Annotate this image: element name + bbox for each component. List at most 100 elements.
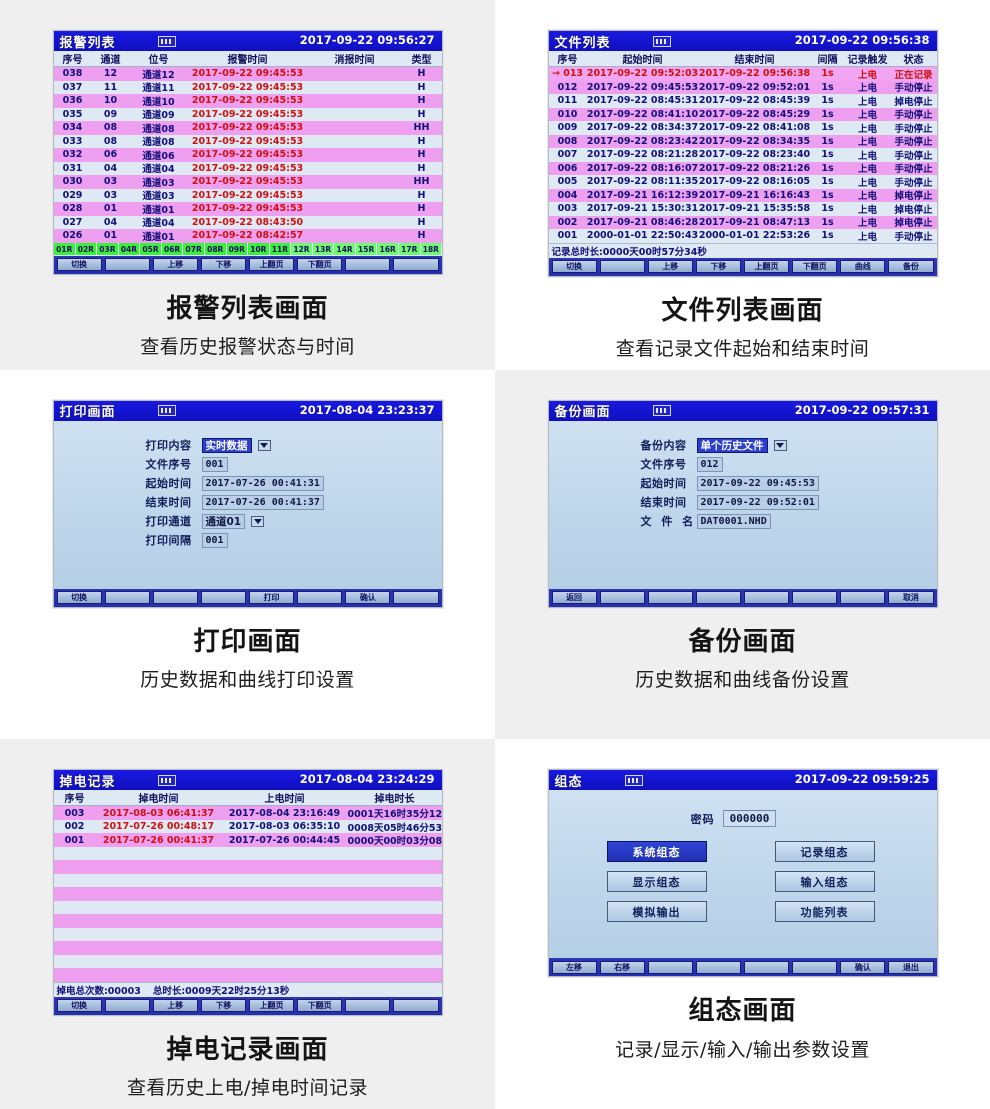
softkey-empty[interactable]	[393, 999, 439, 1013]
channel-chip[interactable]: 05R	[140, 243, 161, 255]
table-row[interactable]: 034 08 通道08 2017-09-22 09:45:53 HH	[53, 121, 442, 135]
softkey-empty[interactable]	[104, 999, 150, 1013]
field-value[interactable]: 2017-09-22 09:45:53	[696, 475, 819, 491]
softkey-上移[interactable]: 上移	[152, 258, 198, 271]
table-row[interactable]: 011 2017-09-22 08:45:31 2017-09-22 08:45:3…	[548, 94, 937, 108]
field-value[interactable]: 通道01	[201, 513, 246, 529]
table-row[interactable]: 002 2017-07-26 00:48:17 2017-08-03 06:35:1…	[53, 819, 442, 834]
softkey-右移[interactable]: 右移	[599, 960, 645, 974]
table-row[interactable]: 036 10 通道10 2017-09-22 09:45:53 H	[53, 94, 442, 108]
channel-chip[interactable]: 13R	[312, 243, 334, 255]
table-row[interactable]: 027 04 通道04 2017-09-22 08:43:50 H	[53, 215, 442, 229]
table-row[interactable]: 010 2017-09-22 08:41:10 2017-09-22 08:45:2…	[548, 107, 937, 121]
field-value[interactable]: 实时数据	[201, 437, 252, 453]
softkey-empty[interactable]	[104, 591, 150, 605]
channel-chip[interactable]: 12R	[291, 243, 312, 255]
softkey-empty[interactable]	[695, 591, 741, 605]
chevron-down-icon[interactable]	[773, 439, 787, 451]
softkey-empty[interactable]	[647, 960, 693, 974]
table-row[interactable]: 007 2017-09-22 08:21:28 2017-09-22 08:23:4…	[548, 148, 937, 162]
softkey-切换[interactable]: 切换	[56, 999, 102, 1013]
config-button[interactable]: 功能列表	[774, 901, 875, 923]
channel-chip[interactable]: 04R	[118, 243, 140, 255]
softkey-empty[interactable]	[792, 960, 838, 974]
softkey-上移[interactable]: 上移	[647, 260, 693, 273]
config-button[interactable]: 模拟输出	[606, 901, 707, 923]
channel-chip[interactable]: 01R	[54, 243, 75, 255]
softkey-退出[interactable]: 退出	[888, 960, 934, 974]
softkey-切换[interactable]: 切换	[56, 258, 102, 271]
channel-chip[interactable]: 06R	[161, 243, 183, 255]
table-row[interactable]: 038 12 通道12 2017-09-22 09:45:53 H	[53, 67, 442, 81]
softkey-empty[interactable]	[104, 258, 150, 271]
softkey-empty[interactable]	[345, 258, 391, 271]
table-row[interactable]: 009 2017-09-22 08:34:37 2017-09-22 08:41:0…	[548, 121, 937, 135]
softkey-empty[interactable]	[599, 591, 645, 605]
softkey-下翻页[interactable]: 下翻页	[297, 258, 343, 271]
softkey-empty[interactable]	[840, 591, 886, 605]
softkey-返回[interactable]: 返回	[551, 591, 597, 605]
channel-chip[interactable]: 16R	[377, 243, 398, 255]
channel-chip[interactable]: 08R	[204, 243, 226, 255]
table-row[interactable]: 035 09 通道09 2017-09-22 09:45:53 H	[53, 107, 442, 121]
softkey-empty[interactable]	[200, 591, 246, 605]
channel-chip[interactable]: 14R	[334, 243, 355, 255]
softkey-下翻页[interactable]: 下翻页	[297, 999, 343, 1013]
chevron-down-icon[interactable]	[251, 515, 265, 527]
password-input[interactable]: 000000	[722, 810, 777, 828]
softkey-empty[interactable]	[792, 591, 838, 605]
softkey-下移[interactable]: 下移	[200, 999, 246, 1013]
softkey-empty[interactable]	[647, 591, 693, 605]
softkey-empty[interactable]	[393, 258, 439, 271]
table-row[interactable]: 028 01 通道01 2017-09-22 09:45:53 H	[53, 202, 442, 216]
softkey-empty[interactable]	[345, 999, 391, 1013]
field-value[interactable]: 2017-07-26 00:41:37	[201, 494, 324, 510]
softkey-取消[interactable]: 取消	[888, 591, 934, 605]
softkey-打印[interactable]: 打印	[249, 591, 295, 605]
softkey-上翻页[interactable]: 上翻页	[249, 999, 295, 1013]
field-value[interactable]: 2017-09-22 09:52:01	[696, 494, 819, 510]
table-row[interactable]: 029 03 通道03 2017-09-22 09:45:53 H	[53, 188, 442, 202]
table-row[interactable]: 033 08 通道08 2017-09-22 09:45:53 H	[53, 134, 442, 148]
table-row[interactable]: 031 04 通道04 2017-09-22 09:45:53 H	[53, 161, 442, 175]
softkey-曲线[interactable]: 曲线	[840, 260, 886, 273]
table-row[interactable]: 004 2017-09-21 16:12:39 2017-09-21 16:16:4…	[548, 188, 937, 202]
channel-chip[interactable]: 17R	[399, 243, 420, 255]
softkey-左移[interactable]: 左移	[551, 960, 597, 974]
channel-chip[interactable]: 18R	[420, 243, 442, 255]
table-row[interactable]: 005 2017-09-22 08:11:35 2017-09-22 08:16:0…	[548, 175, 937, 189]
field-value[interactable]: DAT0001.NHD	[696, 513, 771, 529]
softkey-empty[interactable]	[393, 591, 439, 605]
softkey-empty[interactable]	[695, 960, 741, 974]
softkey-下翻页[interactable]: 下翻页	[792, 260, 838, 273]
field-value[interactable]: 001	[201, 456, 228, 472]
table-row[interactable]: 032 06 通道06 2017-09-22 09:45:53 H	[53, 148, 442, 162]
softkey-empty[interactable]	[744, 960, 790, 974]
table-row[interactable]: 037 11 通道11 2017-09-22 09:45:53 H	[53, 80, 442, 94]
softkey-上翻页[interactable]: 上翻页	[249, 258, 295, 271]
table-row[interactable]: 030 03 通道03 2017-09-22 09:45:53 HH	[53, 175, 442, 189]
channel-chip[interactable]: 11R	[269, 243, 291, 255]
softkey-empty[interactable]	[152, 591, 198, 605]
softkey-empty[interactable]	[744, 591, 790, 605]
field-value[interactable]: 2017-07-26 00:41:31	[201, 475, 324, 491]
table-row[interactable]: 026 01 通道01 2017-09-22 08:42:57 H	[53, 229, 442, 243]
softkey-备份[interactable]: 备份	[888, 260, 934, 273]
channel-chip[interactable]: 03R	[97, 243, 118, 255]
config-button[interactable]: 输入组态	[774, 871, 875, 893]
softkey-切换[interactable]: 切换	[551, 260, 597, 273]
field-value[interactable]: 001	[201, 532, 228, 548]
table-row[interactable]: 001 2000-01-01 22:50:43 2000-01-01 22:53:2…	[548, 229, 937, 243]
table-row[interactable]: 002 2017-09-21 08:46:28 2017-09-21 08:47:1…	[548, 215, 937, 229]
channel-chip[interactable]: 15R	[355, 243, 377, 255]
config-button[interactable]: 记录组态	[774, 841, 875, 863]
config-button[interactable]: 系统组态	[606, 841, 707, 863]
channel-chip[interactable]: 09R	[226, 243, 248, 255]
table-row[interactable]: 001 2017-07-26 00:41:37 2017-07-26 00:44:4…	[53, 833, 442, 847]
table-row[interactable]: → 013 2017-09-22 09:52:03 2017-09-22 09:56…	[548, 67, 937, 81]
softkey-上翻页[interactable]: 上翻页	[744, 260, 790, 273]
softkey-empty[interactable]	[599, 260, 645, 273]
softkey-确认[interactable]: 确认	[345, 591, 391, 605]
channel-chip[interactable]: 02R	[75, 243, 97, 255]
channel-chip[interactable]: 10R	[248, 243, 269, 255]
